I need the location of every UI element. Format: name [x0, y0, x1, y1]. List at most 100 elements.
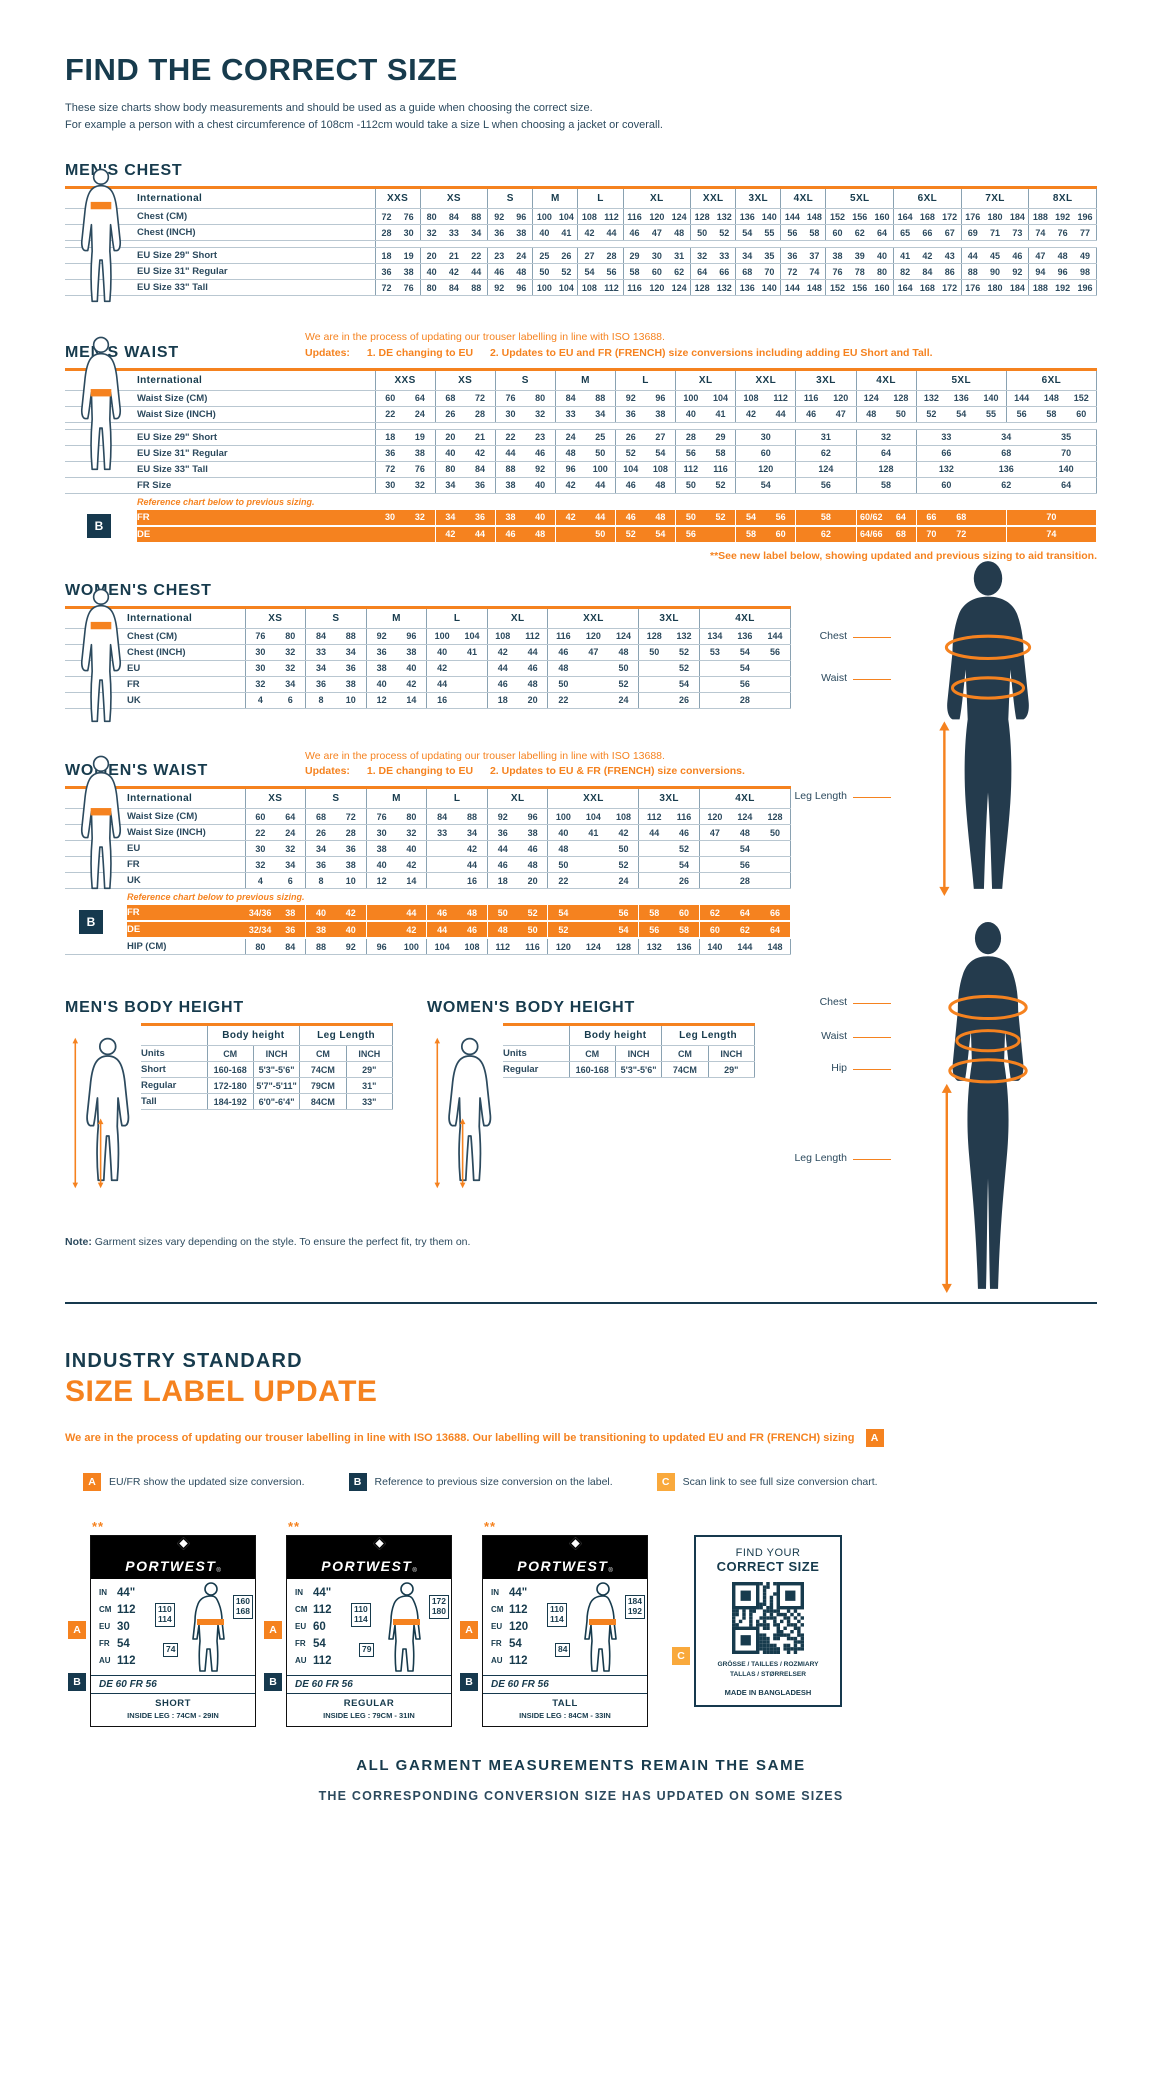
table-cell: 25 [585, 429, 617, 446]
table-cell: 44 [465, 263, 489, 281]
table-cell [760, 660, 792, 677]
table-cell: 116 [517, 938, 549, 956]
table-cell: 152 [825, 279, 849, 297]
table-cell: INCH [615, 1045, 663, 1063]
table-cell: 172 [938, 208, 962, 226]
table-cell: 46 [487, 263, 511, 281]
stars-marker: ** [92, 1519, 105, 1535]
waist-label: Waist [765, 672, 891, 684]
table-cell: CM [661, 1045, 709, 1063]
size-label-card-3: ** A B PORTWEST ® IN 44" CM 112 EU 120 FR 54 AU 112 110… [460, 1519, 648, 1728]
table-cell: 30 [645, 247, 669, 265]
row-label: Short [141, 1061, 208, 1079]
table-cell: 80 [420, 208, 443, 226]
table-cell: 32 [275, 660, 307, 677]
table-cell: 46 [487, 676, 518, 693]
mens-chest-section: MEN'S CHEST International XXS XS S M L XL XXL 3X… [65, 162, 1097, 303]
row-label: EU Size 31" Regular [137, 263, 376, 281]
womens-chest-heading: WOMEN'S CHEST [65, 581, 212, 599]
table-cell [760, 676, 792, 693]
row-label: DE [137, 525, 375, 544]
table-cell: 104 [705, 390, 737, 407]
table-cell: 132 [916, 461, 977, 478]
height-figure [427, 1023, 503, 1194]
table-cell: 72 [946, 525, 977, 544]
table-cell: 44 [426, 921, 458, 940]
row-label: Chest (CM) [127, 628, 246, 645]
height-box: 160 168 [232, 1595, 253, 1619]
table-cell: 41 [705, 406, 737, 423]
table-cell: 64 [760, 921, 792, 940]
table-cell: 38 [335, 676, 367, 693]
table-cell: 70 [758, 263, 782, 281]
table-cell: 60 [825, 224, 849, 242]
size-column-header: XS [245, 787, 307, 810]
table-cell: 38 [825, 247, 849, 265]
table-cell: 100 [675, 390, 706, 407]
table-cell: 76 [397, 279, 421, 297]
table-cell: 47 [699, 824, 730, 842]
find-your-size-card: FIND YOUR CORRECT SIZE GRÖSSE / TAILLES / … [694, 1535, 842, 1707]
table-cell: 144 [729, 938, 761, 956]
table-cell: 56 [760, 644, 792, 661]
table-cell: 79CM [299, 1077, 347, 1095]
table-cell: 22 [465, 247, 489, 265]
table-cell: 40 [420, 263, 443, 281]
table-cell: 84CM [299, 1093, 347, 1111]
intro-line-2: For example a person with a chest circum… [65, 119, 663, 132]
table-cell [578, 872, 609, 890]
table-cell: 148 [760, 938, 792, 956]
table-cell: 46 [487, 856, 518, 874]
table-cell: 34 [275, 676, 307, 693]
table-cell: 108 [645, 461, 677, 478]
table-cell: 31" [346, 1077, 394, 1095]
table-cell: 20 [435, 429, 466, 446]
table-cell: 60 [765, 525, 797, 544]
table-cell: 35 [758, 247, 782, 265]
table-cell: 140 [976, 390, 1007, 407]
table-cell: 14 [396, 692, 428, 709]
measurement-row: IN 44" [295, 1586, 332, 1599]
table-cell: 62 [795, 525, 857, 544]
table-cell [457, 660, 488, 677]
table-cell [426, 856, 458, 874]
table-cell: 60 [735, 445, 797, 462]
table-row: DE 32/34 36 38 40 42 44 46 48 50 52 54 56 58 60 62 64 [65, 921, 792, 940]
table-cell: 104 [578, 808, 609, 826]
table-cell: 56 [1006, 406, 1037, 423]
size-box: 110 114 [351, 1603, 371, 1627]
table-cell: 44 [495, 445, 526, 462]
row-label: EU Size 33" Tall [137, 279, 376, 297]
body-outline [80, 755, 122, 889]
table-cell: 6'0"-6'4" [253, 1093, 301, 1111]
table-cell: 60 [669, 905, 700, 923]
table-cell: 42 [608, 824, 640, 842]
table-cell: 24 [510, 247, 534, 265]
mens-body-height: MEN'S BODY HEIGHT Body height Leg Length U… [65, 999, 394, 1194]
table-cell: 64 [729, 905, 761, 923]
table-cell: 72 [780, 263, 804, 281]
table-cell [578, 660, 609, 677]
registered-mark: ® [412, 1568, 417, 1575]
table-cell: 50 [532, 263, 556, 281]
table-cell: 38 [405, 445, 436, 462]
table-cell: 33 [305, 644, 336, 661]
table-cell: 54 [729, 840, 761, 858]
table-cell: 27 [577, 247, 601, 265]
table-cell: 52 [555, 263, 579, 281]
intro-line-1: These size charts show body measurements… [65, 102, 593, 114]
table-cell: 50 [585, 445, 617, 462]
table-cell: 24 [405, 406, 436, 423]
table-cell: 94 [1028, 263, 1052, 281]
table-cell: 148 [803, 279, 827, 297]
table-cell: 108 [735, 390, 766, 407]
row-label: Waist Size (CM) [127, 808, 246, 826]
legend-row: A EU/FR show the updated size conversion… [65, 1473, 1097, 1492]
table-cell: 108 [577, 279, 601, 297]
table-cell: 74CM [299, 1061, 347, 1079]
table-cell [699, 856, 730, 874]
table-cell: 16 [457, 872, 488, 890]
table-cell: 56 [765, 509, 797, 527]
table-cell: 50 [760, 824, 792, 842]
table-cell: 33 [555, 406, 586, 423]
